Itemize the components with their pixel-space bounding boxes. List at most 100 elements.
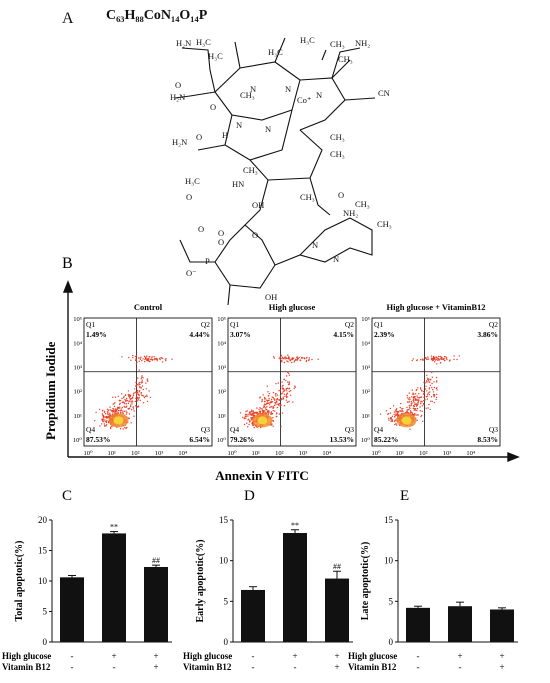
- significance-mark: ##: [152, 556, 160, 565]
- y-tick-label: 10¹: [218, 413, 227, 420]
- atom-label: N: [285, 84, 291, 94]
- atom-label: HN: [232, 179, 244, 189]
- quadrant-label-q1: Q1: [374, 320, 383, 329]
- atom-label: H₃C: [196, 37, 211, 47]
- y-tick-label: 10¹: [362, 413, 371, 420]
- quadrant-label-q4: Q4: [230, 425, 239, 434]
- y-tick-label: 5: [389, 596, 394, 606]
- atom-label: O: [196, 132, 202, 142]
- quadrant-label-q4: Q4: [86, 425, 95, 434]
- y-tick-label: 15: [384, 515, 394, 525]
- quadrant-label-q1: Q1: [230, 320, 239, 329]
- atom-label: O: [338, 190, 344, 200]
- quadrant-label-q2: Q2: [345, 320, 354, 329]
- atom-label: CH₃: [240, 90, 255, 100]
- atom-label: N: [333, 254, 339, 264]
- y-tick-label: 10³: [74, 365, 83, 372]
- atom-label: CH₃: [330, 39, 345, 49]
- y-tick-label: 10: [38, 576, 48, 586]
- condition-value-row1: -: [71, 651, 74, 661]
- quadrant-label-q2: Q2: [201, 320, 210, 329]
- flow-plot-title: High glucose: [269, 302, 316, 312]
- atom-label: OH: [265, 292, 277, 302]
- x-tick-label: 10⁴: [466, 450, 476, 457]
- atom-label: H₂N: [170, 92, 185, 102]
- y-tick-label: 10¹: [74, 413, 83, 420]
- panel-letter-a: A: [62, 10, 74, 27]
- atom-label: O: [218, 237, 224, 247]
- y-tick-label: 10²: [218, 389, 227, 396]
- atom-label: CH₃: [338, 54, 353, 64]
- y-axis-label: Early apoptotic(%): [195, 539, 206, 622]
- quadrant-label-q2: Q2: [489, 320, 498, 329]
- x-tick-label: 10⁴: [322, 450, 332, 457]
- panel-letter: C: [62, 488, 72, 504]
- molecular-formula: C₆₃H₈₈CoN₁₄O₁₄P: [106, 8, 208, 23]
- bar: [241, 589, 265, 642]
- atom-label: P: [205, 256, 210, 266]
- condition-value-row1: +: [499, 651, 504, 661]
- y-tick-label: 0: [389, 637, 394, 647]
- atom-label: O: [210, 102, 216, 112]
- atom-label: N: [316, 90, 322, 100]
- y-tick-label: 10⁴: [73, 340, 83, 347]
- condition-value-row1: -: [252, 651, 255, 661]
- atom-label: H₂N: [176, 38, 191, 48]
- x-tick-label: 10²: [419, 450, 428, 457]
- x-tick-label: 10²: [275, 450, 284, 457]
- flow-plot: High glucose Q1 Q2 Q3 Q4 3.07% 4.15% 13.53% 79.2…: [217, 302, 357, 457]
- condition-value-row1: +: [457, 651, 462, 661]
- atom-label: N: [312, 240, 318, 250]
- atom-label: CH₃: [300, 192, 315, 202]
- y-tick-label: 10²: [74, 389, 83, 396]
- atom-label: N: [265, 124, 271, 134]
- quadrant-value-q4: 85.22%: [374, 435, 398, 444]
- quadrant-value-q1: 3.07%: [230, 330, 251, 339]
- y-tick-label: 0: [224, 637, 229, 647]
- condition-value-row2: +: [153, 662, 158, 672]
- atom-label: H₃C: [208, 51, 223, 61]
- atom-label: OH: [252, 200, 264, 210]
- condition-value-row1: +: [153, 651, 158, 661]
- cobalamin-structure: [174, 37, 376, 306]
- y-tick-label: 10⁴: [217, 340, 227, 347]
- y-tick-label: 5: [224, 596, 229, 606]
- y-tick-label: 10: [219, 556, 229, 566]
- atom-label: NH₂: [355, 38, 370, 48]
- bar: [406, 607, 430, 642]
- flow-plot-frame: [83, 317, 213, 447]
- x-tick-label: 10³: [299, 450, 308, 457]
- y-tick-label: 15: [38, 546, 48, 556]
- quadrant-value-q1: 1.49%: [86, 330, 107, 339]
- panel-letter: D: [244, 488, 255, 504]
- y-axis-label: Total apoptotic(%): [14, 540, 25, 621]
- atom-label: N: [236, 120, 242, 130]
- bar: [60, 577, 84, 642]
- atom-label: H₃C: [185, 176, 200, 186]
- y-tick-label: 20: [38, 515, 48, 525]
- atom-label: CH₃: [355, 199, 370, 209]
- significance-mark: **: [291, 521, 299, 530]
- atom-label: O: [218, 228, 224, 238]
- condition-value-row2: -: [459, 662, 462, 672]
- y-tick-label: 10²: [362, 389, 371, 396]
- quadrant-label-q3: Q3: [345, 425, 354, 434]
- quadrant-value-q3: 6.54%: [189, 435, 210, 444]
- condition-value-row2: +: [334, 662, 339, 672]
- quadrant-value-q2: 4.15%: [333, 330, 354, 339]
- quadrant-label-q4: Q4: [374, 425, 383, 434]
- x-tick-label: 10³: [443, 450, 452, 457]
- atom-label: CH₃: [330, 132, 345, 142]
- quadrant-label-q3: Q3: [201, 425, 210, 434]
- condition-value-row1: +: [111, 651, 116, 661]
- atom-label: CN: [378, 88, 390, 98]
- x-tick-label: 10⁴: [178, 450, 188, 457]
